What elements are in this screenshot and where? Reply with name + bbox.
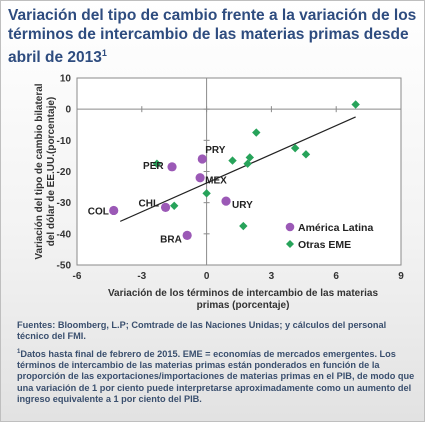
america-latina-point (221, 196, 231, 206)
legend: América Latina Otras EME (285, 222, 373, 251)
y-tick-label: 10 (60, 74, 72, 85)
legend-marker-america-latina (285, 222, 295, 232)
otras-eme-point (290, 143, 300, 153)
otras-eme-point (228, 156, 237, 165)
america-latina-point (182, 230, 192, 240)
y-axis-label: Variación del tipo de cambio bilateralde… (34, 83, 57, 259)
point-label: PER (143, 161, 164, 172)
x-tick-labels: -6 -3 0 3 6 9 (73, 271, 405, 282)
point-label: MEX (205, 176, 227, 187)
y-tick-label: 0 (65, 105, 71, 116)
otras-eme-point (245, 153, 254, 162)
y-tick-label: -50 (57, 261, 72, 272)
y-tick-label: -40 (57, 229, 72, 240)
america-latina-point (167, 162, 177, 172)
legend-label-otras-eme: Otras EME (298, 239, 351, 251)
point-label: CHL (139, 198, 160, 209)
otras-eme-point (170, 201, 179, 210)
sources-note: Fuentes: Bloomberg, L.P; Comtrade de las… (17, 320, 387, 342)
y-tick-labels: 10 0 -10 -20 -30 -40 -50 (57, 74, 72, 272)
trend-line (119, 116, 356, 222)
point-label: URY (232, 200, 253, 211)
legend-marker-otras-eme (286, 240, 294, 248)
point-label: BRA (160, 234, 182, 245)
x-axis-label-line1: Variación de los términos de intercambio… (108, 288, 379, 299)
otras-eme-point (351, 100, 360, 109)
otras-eme-point (301, 150, 311, 159)
otras-eme-point (152, 159, 162, 168)
x-tick-label: 6 (333, 271, 339, 282)
chart-title: Variación del tipo de cambio frente a la… (8, 7, 417, 67)
legend-label-america-latina: América Latina (298, 222, 373, 234)
america-latina-point (109, 205, 119, 216)
otras-eme-point (239, 221, 248, 231)
america-latina-point (195, 173, 205, 183)
point-labels: COL PER PRY MEX CHL BRA URY (88, 145, 253, 245)
axis-ticks (76, 77, 402, 266)
data-points (109, 100, 360, 240)
y-tick-label: -10 (57, 136, 72, 147)
x-tick-label: -6 (73, 271, 82, 282)
point-label: COL (88, 206, 109, 217)
x-axis-label-line2: primas (porcentaje) (197, 300, 290, 311)
chart-notes: Fuentes: Bloomberg, L.P; Comtrade de las… (17, 320, 417, 409)
footnote: 1Datos hasta final de febrero de 2015. E… (17, 348, 415, 404)
y-tick-label: -20 (57, 167, 72, 178)
america-latina-point (160, 202, 171, 212)
y-tick-label: -30 (57, 198, 72, 209)
x-tick-label: 0 (204, 271, 210, 282)
x-tick-label: -3 (137, 271, 146, 282)
point-label: PRY (205, 145, 226, 156)
otras-eme-point (252, 128, 261, 137)
x-tick-label: 3 (269, 271, 275, 282)
x-tick-label: 9 (398, 271, 404, 282)
america-latina-point (197, 154, 207, 164)
otras-eme-point (202, 189, 211, 198)
plot-area (76, 77, 402, 266)
